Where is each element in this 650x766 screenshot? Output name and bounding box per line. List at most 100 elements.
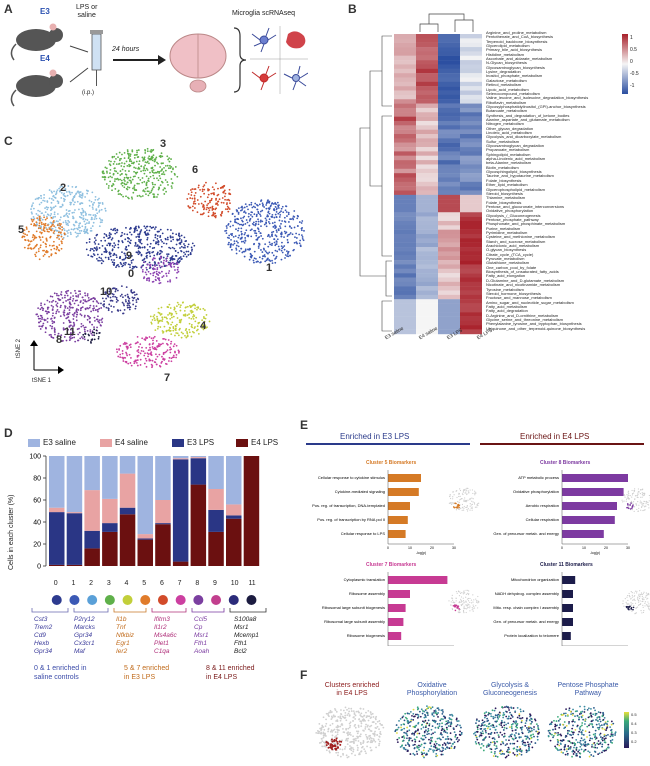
heatmap-cell bbox=[394, 238, 416, 243]
heatmap-cell bbox=[416, 290, 438, 296]
pathway-label: Glycosaminoglycan_biosynthesis bbox=[486, 64, 545, 70]
pathway-label: Glutathione_metabolism bbox=[486, 260, 530, 266]
tsne2-label: tSNE 2 bbox=[16, 338, 22, 358]
heatmap-cell bbox=[394, 51, 416, 56]
bar-segment bbox=[190, 456, 207, 458]
heatmap-cell bbox=[438, 234, 460, 239]
heatmap-cell bbox=[438, 216, 460, 222]
heatmap-cell bbox=[416, 329, 438, 335]
heatmap-cell bbox=[438, 277, 460, 283]
heatmap-cell bbox=[394, 47, 416, 52]
go-term: Ribosome assembly bbox=[349, 591, 385, 596]
bar-segment bbox=[190, 458, 207, 485]
heatmap-cell bbox=[416, 34, 438, 39]
heatmap-cell bbox=[460, 90, 482, 96]
heatmap-cell bbox=[460, 177, 482, 183]
go-x-tick: 0 bbox=[561, 546, 563, 550]
assay-label: Microglia scRNAseq bbox=[232, 10, 296, 17]
pathway-label: D-Arginine_and_D-ornithine_metabolism bbox=[486, 312, 559, 318]
heatmap-cell bbox=[394, 99, 416, 104]
heatmap-cell bbox=[394, 38, 416, 43]
go-bar bbox=[388, 502, 410, 510]
heatmap-cell bbox=[416, 234, 438, 239]
mouse-e4-label: E4 bbox=[40, 54, 50, 63]
heatmap-cell bbox=[460, 168, 482, 174]
heatmap-cell bbox=[460, 55, 482, 61]
heatmap-cell bbox=[438, 181, 460, 187]
heatmap-cell bbox=[438, 199, 460, 204]
column-dendrogram bbox=[419, 13, 474, 32]
heatmap-cell bbox=[460, 107, 482, 113]
heatmap-cell bbox=[438, 329, 460, 335]
heatmap-cell bbox=[460, 268, 482, 274]
arrow-icon bbox=[113, 55, 166, 65]
heatmap-cell bbox=[438, 307, 460, 313]
heatmap-cell bbox=[460, 220, 482, 226]
heatmap-cell bbox=[394, 160, 416, 165]
bar-segment bbox=[84, 530, 100, 549]
heatmap-cell bbox=[394, 312, 416, 317]
go-term: Cytokine-mediated signaling bbox=[335, 489, 385, 494]
pathway-label: Selenocompound_metabolism bbox=[486, 90, 540, 96]
go-x-label: -log(p) bbox=[590, 551, 600, 555]
bar-segment bbox=[137, 539, 153, 566]
panel-b-heatmap bbox=[359, 13, 628, 335]
heatmap-cell bbox=[394, 277, 416, 283]
heatmap-cell bbox=[394, 90, 416, 96]
heatmap-cell bbox=[438, 107, 460, 113]
pathway-label: Amino_sugar_and_nucleotide_sugar_metabol… bbox=[486, 299, 574, 305]
heatmap-cell bbox=[416, 220, 438, 226]
heatmap-cell bbox=[460, 181, 482, 187]
heatmap-cell bbox=[394, 268, 416, 274]
heatmap-cell bbox=[416, 168, 438, 174]
heatmap-cell bbox=[416, 264, 438, 269]
heatmap-cell bbox=[416, 277, 438, 283]
go-bar bbox=[562, 488, 624, 496]
pathway-label: Biosynthesis_of_unsaturated_fatty_acids bbox=[486, 269, 559, 275]
heatmap-cell bbox=[416, 120, 438, 126]
heatmap-cell bbox=[460, 34, 482, 39]
heatmap-cell bbox=[394, 103, 416, 109]
go-cluster-title: Cluster 8 Biomarkers bbox=[540, 460, 591, 466]
pathway-label: Steroid_hormone_biosynthesis bbox=[486, 290, 541, 296]
pathway-label: Sphingolipid_metabolism bbox=[486, 151, 531, 157]
heatmap-cell bbox=[438, 303, 460, 309]
f-colorbar bbox=[624, 712, 629, 748]
heatmap-cell bbox=[460, 255, 482, 261]
heatmap-cell bbox=[460, 251, 482, 256]
heatmap-cell bbox=[416, 60, 438, 65]
heatmap-cell bbox=[416, 238, 438, 243]
heatmap-cell bbox=[394, 116, 416, 122]
heatmap-cell bbox=[460, 138, 482, 143]
x-tick: 11 bbox=[248, 580, 256, 587]
pathway-label: Biotin_metabolism bbox=[486, 164, 519, 170]
bar-segment bbox=[119, 473, 136, 508]
pathway-label: D-Glutamine_and_D-glutamate_metabolism bbox=[486, 277, 565, 283]
heatmap-cell bbox=[416, 203, 438, 209]
cluster-label-2: 2 bbox=[60, 182, 67, 194]
cluster-label-11: 11 bbox=[64, 326, 76, 338]
heatmap-cell bbox=[416, 107, 438, 113]
x-tick: 8 bbox=[195, 580, 200, 587]
heatmap-cell bbox=[460, 207, 482, 213]
heatmap-cell bbox=[394, 225, 416, 230]
pathway-label: Folate_biosynthesis bbox=[486, 199, 522, 205]
heatmap-cell bbox=[438, 220, 460, 226]
heatmap-cell bbox=[460, 116, 482, 122]
bar-segment bbox=[119, 456, 136, 474]
pathway-label: Ascorbate_and_aldarate_metabolism bbox=[486, 56, 553, 62]
heatmap-cell bbox=[394, 64, 416, 69]
heatmap-cell bbox=[416, 320, 438, 326]
bar-segment bbox=[172, 459, 189, 562]
heatmap-cell bbox=[394, 303, 416, 309]
heatmap-cell bbox=[460, 120, 482, 126]
go-term: Mitochondrion organization bbox=[511, 577, 559, 582]
bar-segment bbox=[226, 518, 242, 566]
go-term: Cellular response to cytokine stimulus bbox=[318, 475, 385, 480]
heatmap-cell bbox=[394, 73, 416, 78]
heatmap-cell bbox=[438, 242, 460, 248]
heatmap-cell bbox=[438, 294, 460, 300]
heatmap-cell bbox=[438, 186, 460, 191]
pathway-label: Arginine_and_proline_metabolism bbox=[486, 30, 547, 35]
heatmap-cell bbox=[438, 51, 460, 56]
